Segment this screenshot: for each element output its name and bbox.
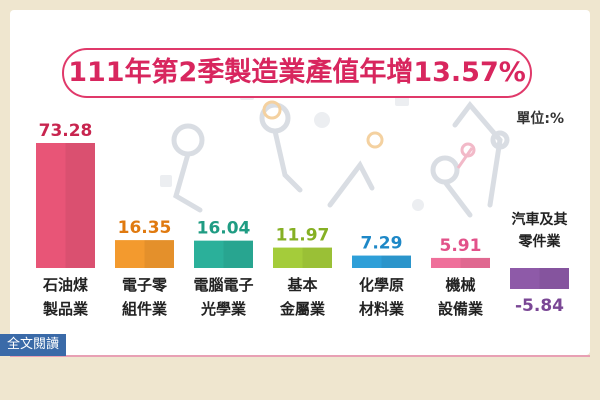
category-label-line: 石油煤 bbox=[42, 276, 88, 294]
category-label-line: 設備業 bbox=[438, 300, 484, 318]
category-label-line: 製品業 bbox=[42, 300, 89, 318]
category-label-line: 零件業 bbox=[518, 233, 562, 250]
bar-3 bbox=[273, 247, 332, 268]
value-label-5: 5.91 bbox=[440, 236, 482, 256]
chart-title: 111年第2季製造業產值年增13.57% bbox=[68, 57, 526, 88]
bar-4 bbox=[352, 255, 411, 268]
bar-0 bbox=[36, 143, 95, 268]
bar-6 bbox=[510, 268, 569, 289]
bar-shade-2 bbox=[223, 240, 253, 268]
category-label-line: 機械 bbox=[445, 276, 475, 294]
value-label-2: 16.04 bbox=[197, 219, 251, 239]
category-label-line: 基本 bbox=[286, 276, 317, 294]
category-label-line: 材料業 bbox=[359, 300, 405, 318]
unit-label: 單位:% bbox=[516, 111, 564, 127]
bar-shade-5 bbox=[460, 257, 490, 268]
category-label-line: 化學原 bbox=[359, 276, 404, 294]
category-label-line: 金屬業 bbox=[279, 300, 326, 318]
title-banner bbox=[62, 48, 532, 98]
category-label-line: 汽車及其 bbox=[512, 211, 568, 228]
bar-1 bbox=[115, 240, 174, 268]
bar-shade-0 bbox=[65, 143, 95, 268]
category-label-line: 電腦電子 bbox=[193, 276, 253, 294]
bar-shade-6 bbox=[539, 268, 569, 289]
category-label-line: 光學業 bbox=[200, 300, 247, 318]
value-label-0: 73.28 bbox=[39, 121, 93, 141]
bar-shade-3 bbox=[302, 247, 332, 268]
footer-divider bbox=[10, 355, 590, 357]
bar-5 bbox=[431, 257, 490, 268]
value-label-6: -5.84 bbox=[515, 296, 564, 316]
value-label-4: 7.29 bbox=[361, 234, 403, 254]
bar-shade-1 bbox=[144, 240, 174, 268]
bar-2 bbox=[194, 240, 253, 268]
category-label-line: 電子零 bbox=[122, 276, 168, 294]
category-label-line: 組件業 bbox=[122, 300, 168, 318]
value-label-1: 16.35 bbox=[118, 218, 172, 238]
read-full-article-link[interactable]: 全文閱讀 bbox=[0, 334, 66, 356]
value-label-3: 11.97 bbox=[276, 226, 330, 246]
bar-shade-4 bbox=[381, 255, 411, 268]
